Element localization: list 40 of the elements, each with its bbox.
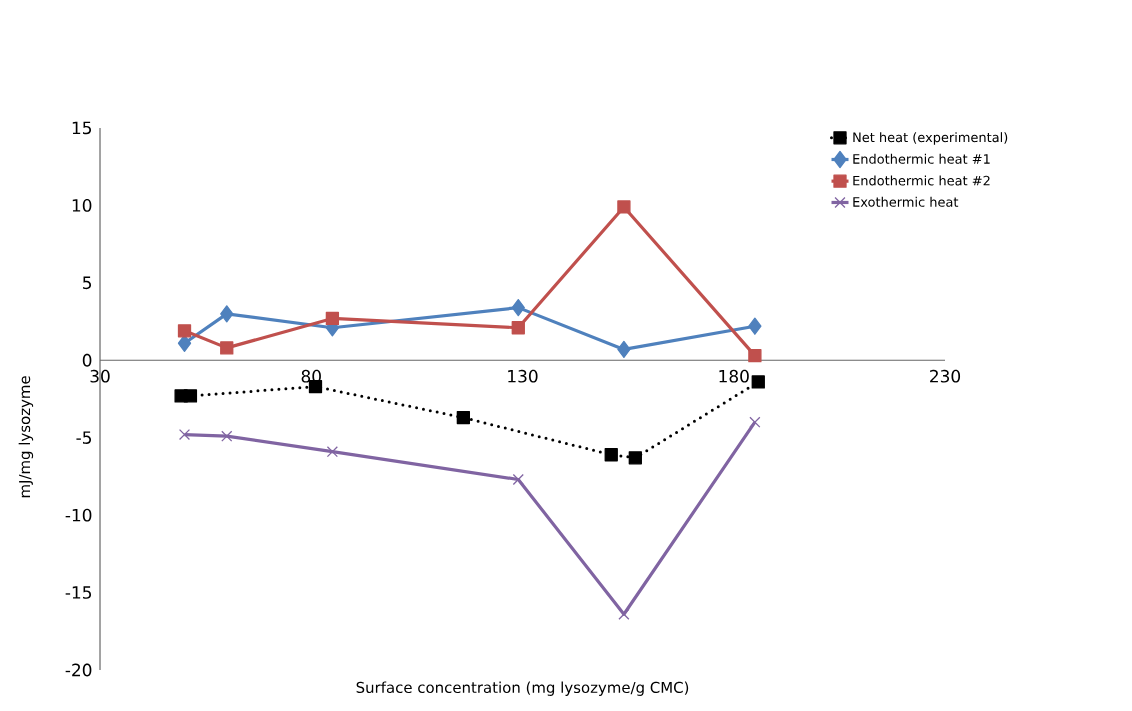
point bbox=[325, 311, 340, 326]
y-axis-title: mJ/mg lysozyme bbox=[18, 376, 34, 498]
point bbox=[511, 298, 525, 317]
y-tick-label: -5 bbox=[76, 431, 92, 444]
legend-label: Net heat (experimental) bbox=[853, 132, 1008, 145]
y-tick-label: 15 bbox=[72, 121, 92, 135]
legend-label: Exothermic heat bbox=[853, 196, 959, 207]
y-tick-label: -15 bbox=[65, 586, 92, 599]
x-tick-label: 230 bbox=[930, 369, 961, 383]
x-tick-label: 30 bbox=[90, 369, 110, 383]
point bbox=[456, 410, 471, 425]
point bbox=[177, 334, 192, 352]
point bbox=[512, 473, 524, 486]
y-tick-label: 5 bbox=[83, 276, 92, 290]
point bbox=[177, 324, 192, 338]
point bbox=[748, 348, 762, 363]
y-tick-label: -10 bbox=[65, 508, 92, 522]
legend-label: Endothermic heat #1 bbox=[853, 153, 990, 164]
x-axis-title: Surface concentration (mg lysozyme/g CMC) bbox=[356, 681, 689, 696]
y-tick-label: 10 bbox=[72, 199, 92, 212]
point bbox=[604, 448, 618, 462]
y-tick-label: -20 bbox=[65, 663, 92, 677]
point bbox=[628, 451, 642, 465]
x-tick-label: 180 bbox=[719, 369, 749, 383]
point bbox=[617, 200, 631, 214]
point bbox=[749, 416, 761, 428]
legend-label: Endothermic heat #2 bbox=[853, 175, 990, 186]
point bbox=[183, 389, 198, 403]
point bbox=[751, 375, 765, 389]
point bbox=[618, 608, 630, 620]
point bbox=[617, 340, 631, 359]
point bbox=[221, 430, 233, 442]
point bbox=[220, 341, 234, 355]
point bbox=[748, 317, 762, 335]
point bbox=[178, 429, 191, 441]
x-tick-label: 130 bbox=[508, 369, 538, 383]
point bbox=[220, 305, 234, 323]
y-tick-label: 0 bbox=[82, 353, 92, 367]
point bbox=[511, 321, 525, 335]
point bbox=[326, 446, 338, 458]
